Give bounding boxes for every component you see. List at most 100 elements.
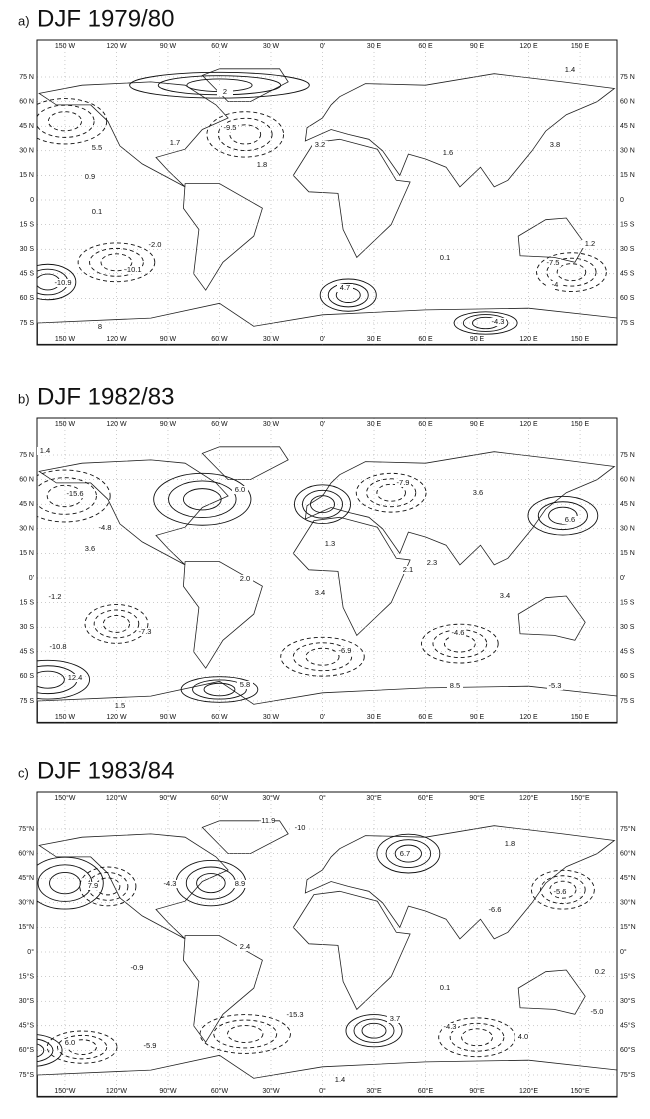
lon-label: 150°E [570, 794, 589, 802]
contour-label: -0.9 [131, 963, 144, 972]
contour-line [100, 253, 133, 272]
lat-label: 60°N [18, 849, 34, 857]
lat-label: 15 S [20, 221, 35, 228]
lat-label: 60 S [20, 673, 35, 680]
contour-label: -5.0 [591, 1007, 604, 1016]
lon-label: 90 W [160, 421, 177, 428]
lon-label: 150 W [55, 43, 76, 50]
label-bg [547, 141, 563, 149]
lat-label: 60 S [620, 295, 635, 302]
contour-line [549, 880, 577, 899]
lon-label: 30°E [366, 1087, 382, 1095]
lon-label: 150 W [55, 421, 76, 428]
lon-label: 120°E [519, 794, 538, 802]
lat-label: 30 N [19, 526, 34, 533]
lat-label: 15°S [620, 972, 636, 980]
map-frame [36, 39, 618, 346]
contour-label: 0.1 [440, 253, 450, 262]
contour-line [540, 875, 586, 905]
lon-label: 90°W [159, 1087, 177, 1095]
contour-label: 1.4 [565, 65, 575, 74]
lon-label: 60°W [211, 1087, 229, 1095]
lon-label: 60 W [211, 43, 228, 50]
contour-line [129, 71, 310, 99]
contour-line [37, 1043, 45, 1058]
contour-label: -10.9 [54, 278, 71, 287]
contour-line [67, 1039, 97, 1055]
lon-label: 120 W [106, 336, 127, 343]
contour-line [302, 489, 343, 519]
map-panel: c) DJF 1983/84 150°W 120°W 90°W 60°W 30°W 0° 30°… [18, 757, 636, 1098]
contour-line [79, 866, 137, 907]
contour-line [385, 839, 432, 868]
contour-label: -2.0 [149, 240, 162, 249]
contour-line [180, 676, 259, 703]
land [38, 833, 229, 940]
contour-line [548, 506, 578, 525]
label-bg [232, 880, 248, 888]
lon-label: 0' [320, 421, 325, 428]
contour-line [376, 483, 406, 502]
lon-label: 120°W [106, 794, 127, 802]
contour-line [37, 659, 90, 700]
lat-label: 15 N [620, 172, 635, 179]
lat-label: 30°S [19, 997, 35, 1005]
contour-label: -7.9 [397, 478, 410, 487]
contour-label: 3.6 [473, 488, 483, 497]
lon-label: 60 W [211, 421, 228, 428]
label-bg [112, 702, 128, 710]
lat-label: 45°N [620, 874, 636, 882]
lat-label: 45 S [620, 649, 635, 656]
label-bg [67, 674, 83, 682]
land [37, 302, 617, 345]
lat-label: 0' [29, 575, 34, 582]
lon-label: 60 E [418, 421, 433, 428]
contour-label: -1.2 [49, 592, 62, 601]
lat-label: 30 S [20, 624, 35, 631]
lat-label: 30 S [20, 246, 35, 253]
lat-label: 75°S [19, 1071, 35, 1079]
lat-label: 45 N [19, 501, 34, 508]
contour-label: 2.4 [240, 942, 250, 951]
label-bg [437, 984, 453, 992]
lat-label: 0° [27, 948, 34, 956]
lon-label: 30 E [367, 421, 382, 428]
label-bg [237, 575, 253, 583]
lat-label: 75°N [18, 825, 34, 833]
contour-line [168, 480, 237, 519]
lon-label: 30°W [262, 1087, 280, 1095]
label-bg [55, 279, 71, 287]
lat-label: 60 N [19, 476, 34, 483]
label-bg [222, 124, 238, 132]
lat-label: 60 N [620, 476, 635, 483]
contour-label: -4.3 [444, 1022, 457, 1031]
contour-label: 1.6 [443, 148, 453, 157]
contour-label: -4.3 [492, 317, 505, 326]
lon-label: 120°W [106, 1087, 127, 1095]
label-bg [437, 254, 453, 262]
contour-label: 1.2 [585, 239, 595, 248]
lat-label: 0 [620, 197, 624, 204]
land [304, 73, 616, 188]
label-bg [217, 88, 233, 96]
contour-line [345, 1014, 403, 1048]
lon-label: 120°E [519, 1087, 538, 1095]
contour-label: 0.2 [595, 967, 605, 976]
lat-label: 0 [30, 197, 34, 204]
map-area [37, 792, 617, 1097]
lon-label: 120 E [519, 714, 538, 721]
label-bg [395, 479, 411, 487]
label-bg [50, 643, 66, 651]
contour-line [292, 642, 353, 672]
contour-label: 12.4 [68, 673, 83, 682]
contour-label: 2.3 [427, 558, 437, 567]
lon-label: 150 E [571, 43, 590, 50]
label-bg [424, 559, 440, 567]
contour-label: -6.9 [339, 646, 352, 655]
lon-label: 30 E [367, 714, 382, 721]
label-bg [442, 1023, 458, 1031]
contour-line [37, 477, 97, 515]
lon-label: 60 E [418, 43, 433, 50]
contour-label: 6.0 [65, 1038, 75, 1047]
